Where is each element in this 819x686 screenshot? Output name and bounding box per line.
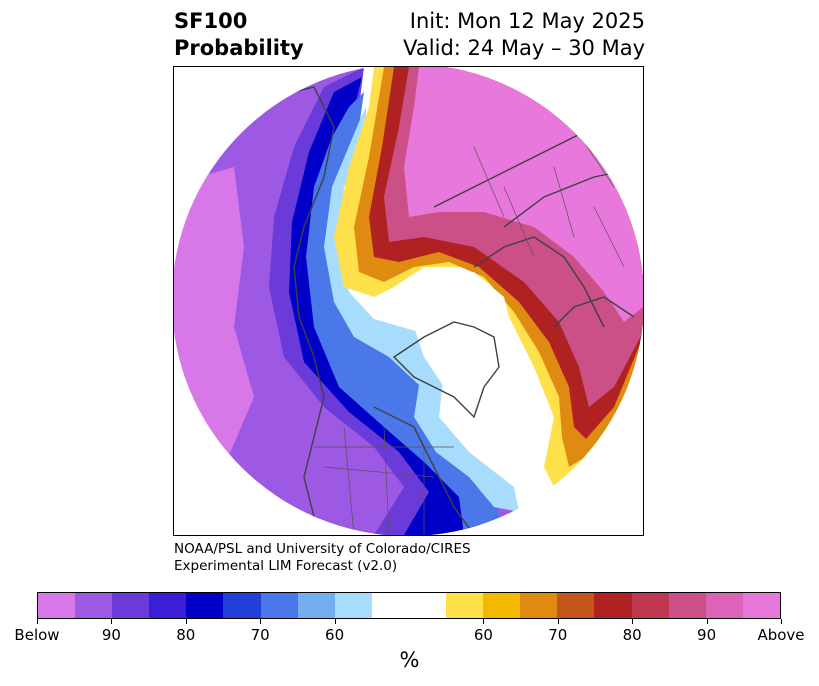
- below-region: [174, 67, 514, 535]
- colorbar-swatch: [520, 593, 558, 618]
- colorbar-swatch: [260, 593, 298, 618]
- colorbar-tick-mark: [111, 619, 113, 624]
- colorbar-tick-label: 80: [176, 626, 196, 644]
- colorbar-tick-mark: [260, 619, 262, 624]
- colorbar: [37, 592, 781, 619]
- colorbar-swatch: [408, 593, 447, 618]
- coastlines: [273, 86, 643, 535]
- colorbar-tick-mark: [37, 619, 38, 624]
- colorbar-swatch: [594, 593, 632, 618]
- colorbar-tick-mark: [483, 619, 485, 624]
- colorbar-swatch: [297, 593, 335, 618]
- colorbar-tick-label: 90: [101, 626, 121, 644]
- colorbar-swatch: [631, 593, 669, 618]
- colorbar-ticks: Below 90 80 70 60 60 70 80 90 Above: [0, 626, 819, 646]
- colorbar-swatch: [186, 593, 224, 618]
- borders: [314, 126, 625, 535]
- colorbar-swatch: [371, 593, 409, 618]
- colorbar-swatch: [668, 593, 706, 618]
- colorbar-tick-mark: [632, 619, 634, 624]
- colorbar-tick-label: 60: [473, 626, 493, 644]
- colorbar-swatch: [446, 593, 484, 618]
- colorbar-tick-mark: [334, 619, 336, 624]
- title-right: Init: Mon 12 May 2025 Valid: 24 May – 30…: [403, 8, 645, 62]
- colorbar-tick-label: Above: [757, 626, 805, 644]
- credit-line2: Experimental LIM Forecast (v2.0): [174, 558, 398, 574]
- colorbar-swatch: [38, 593, 76, 618]
- polar-map: [173, 66, 644, 536]
- colorbar-tick-label: 60: [325, 626, 345, 644]
- colorbar-swatch: [112, 593, 150, 618]
- title-left: SF100 Probability: [174, 8, 304, 62]
- colorbar-tickmarks: [0, 619, 819, 625]
- colorbar-swatch: [223, 593, 261, 618]
- colorbar-tick-mark: [557, 619, 559, 624]
- title-product: Probability: [174, 36, 304, 60]
- colorbar-tick-label: 80: [622, 626, 642, 644]
- colorbar-tick-label: 70: [548, 626, 568, 644]
- colorbar-tick-label: 70: [250, 626, 270, 644]
- colorbar-swatch: [483, 593, 521, 618]
- colorbar-tick-label: 90: [697, 626, 717, 644]
- probability-map-graphic: [174, 67, 643, 535]
- colorbar-swatch: [742, 593, 780, 618]
- init-date: Init: Mon 12 May 2025: [409, 9, 645, 33]
- title-variable: SF100: [174, 9, 248, 33]
- colorbar-tick-mark: [185, 619, 187, 624]
- credit-line1: NOAA/PSL and University of Colorado/CIRE…: [174, 541, 471, 557]
- valid-range: Valid: 24 May – 30 May: [403, 36, 645, 60]
- colorbar-swatch: [705, 593, 743, 618]
- colorbar-swatch: [149, 593, 187, 618]
- colorbar-swatch: [334, 593, 372, 618]
- neutral-region: [414, 272, 524, 467]
- colorbar-swatch: [75, 593, 113, 618]
- credit: NOAA/PSL and University of Colorado/CIRE…: [174, 541, 471, 575]
- below-zone-5: [324, 107, 519, 512]
- colorbar-tick-label: Below: [14, 626, 60, 644]
- colorbar-units: %: [399, 648, 420, 672]
- colorbar-swatch: [557, 593, 595, 618]
- colorbar-tick-mark: [781, 619, 782, 624]
- colorbar-tick-mark: [706, 619, 708, 624]
